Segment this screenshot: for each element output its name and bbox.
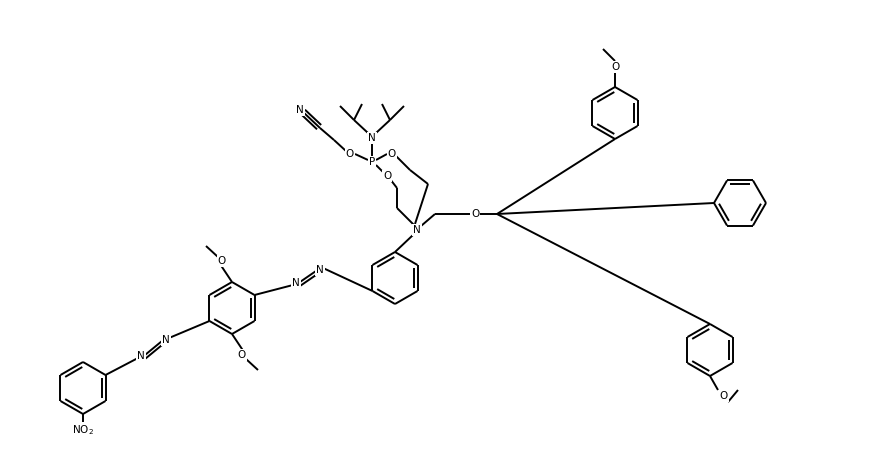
Text: N: N [162,335,170,345]
Text: N: N [292,278,300,288]
Text: N: N [413,225,421,235]
Text: O: O [611,62,620,72]
Text: O: O [218,256,227,266]
Text: O: O [346,149,354,159]
Text: O: O [388,149,396,159]
Text: N: N [316,265,324,275]
Text: O: O [471,209,479,219]
Text: P: P [369,157,375,167]
Text: O: O [720,391,728,401]
Text: O: O [238,350,246,360]
Text: O: O [383,171,391,181]
Text: N: N [137,351,145,361]
Text: N: N [296,105,304,115]
Text: N: N [368,133,376,143]
Text: NO$_2$: NO$_2$ [72,423,94,437]
